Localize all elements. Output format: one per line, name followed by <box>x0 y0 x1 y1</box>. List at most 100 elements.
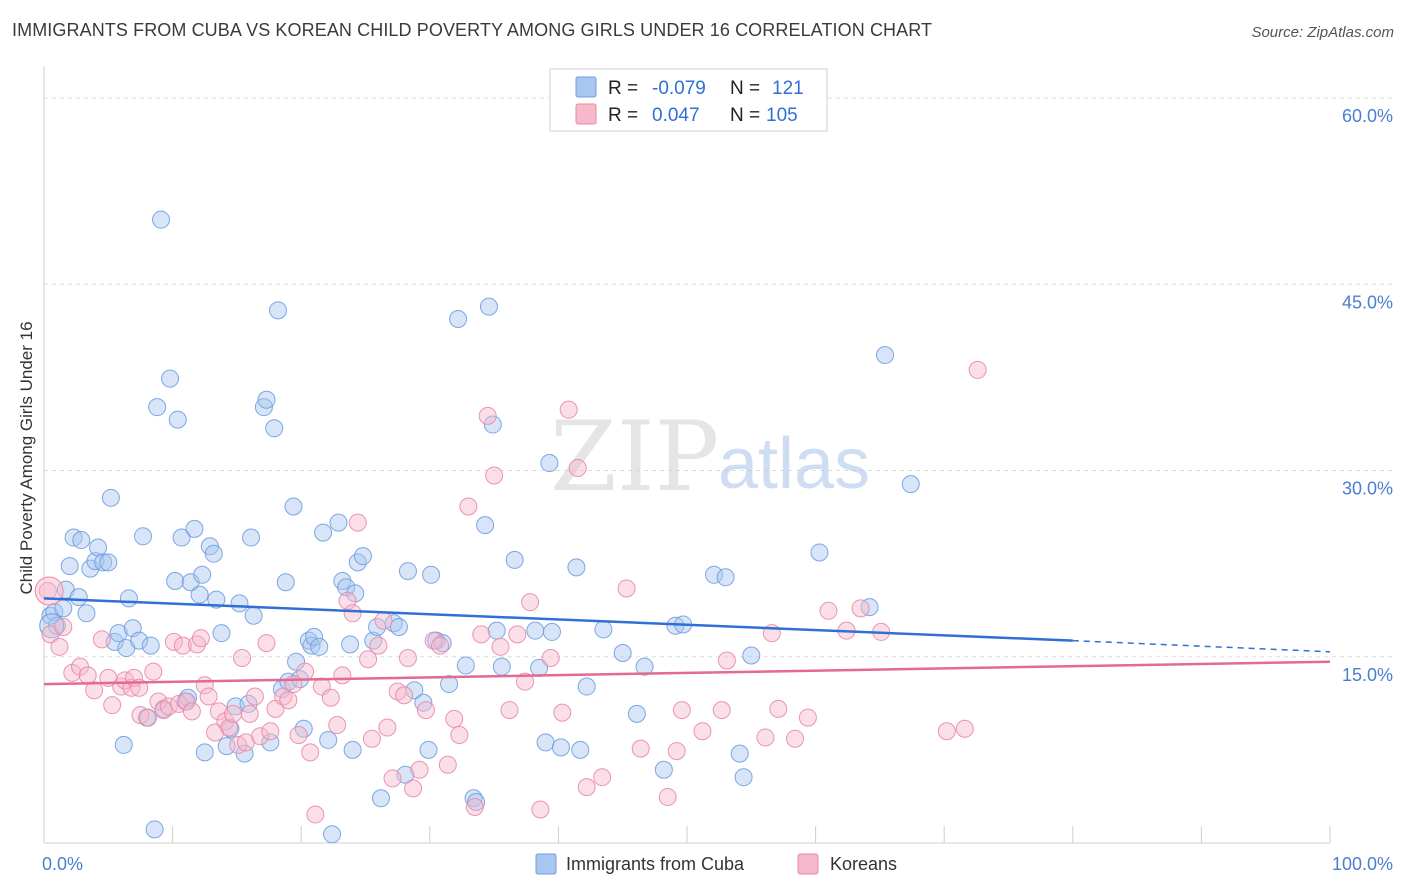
point-koreans-73 <box>438 755 457 774</box>
point-koreans-25 <box>177 692 196 711</box>
point-koreans-82 <box>500 701 519 720</box>
point-cuba-98 <box>476 516 495 535</box>
point-cuba-115 <box>627 704 646 723</box>
point-koreans-26 <box>182 702 201 721</box>
point-cuba-122 <box>730 744 749 763</box>
point-cuba-31 <box>166 572 185 591</box>
point-cuba-25 <box>141 636 160 655</box>
point-koreans-81 <box>491 637 510 656</box>
point-cuba-38 <box>190 585 209 604</box>
point-koreans-79 <box>478 406 497 425</box>
point-koreans-89 <box>559 400 578 419</box>
point-koreans-30 <box>199 687 218 706</box>
point-koreans-77 <box>465 797 484 816</box>
point-koreans-96 <box>667 742 686 761</box>
point-cuba-27 <box>148 398 167 417</box>
legend-top: R = -0.079 N = 121 R = 0.047 N = 105 <box>549 68 828 132</box>
point-cuba-7 <box>69 588 88 607</box>
point-koreans-3 <box>54 617 73 636</box>
y-tick-labels: 15.0% 30.0% 45.0% 60.0% <box>1342 106 1393 685</box>
point-cuba-109 <box>551 738 570 757</box>
point-cuba-128 <box>901 475 920 494</box>
y-axis-label: Child Poverty Among Girls Under 16 <box>17 321 36 594</box>
point-cuba-37 <box>185 519 204 538</box>
point-cuba-68 <box>310 637 329 656</box>
point-cuba-40 <box>195 743 214 762</box>
point-cuba-22 <box>130 631 149 650</box>
point-cuba-67 <box>305 627 324 646</box>
point-cuba-112 <box>577 677 596 696</box>
point-cuba-113 <box>594 620 613 639</box>
watermark: ZIP atlas <box>550 401 870 513</box>
legend-n-value-cuba: 121 <box>772 78 804 99</box>
point-cuba-74 <box>337 578 356 597</box>
point-koreans-103 <box>769 699 788 718</box>
point-cuba-76 <box>343 740 362 759</box>
point-koreans-105 <box>798 708 817 727</box>
point-cuba-51 <box>242 528 261 547</box>
point-cuba-53 <box>254 398 273 417</box>
point-koreans-101 <box>756 728 775 747</box>
point-cuba-52 <box>244 606 263 625</box>
point-cuba-45 <box>217 737 236 756</box>
point-cuba-116 <box>635 657 654 676</box>
point-koreans-42 <box>257 634 276 653</box>
gridlines <box>44 97 1392 658</box>
point-koreans-99 <box>712 701 731 720</box>
point-koreans-41 <box>251 727 270 746</box>
point-koreans-8 <box>92 630 111 649</box>
point-cuba-17 <box>109 624 128 643</box>
point-koreans-2 <box>50 637 69 656</box>
legend-bottom: Immigrants from Cuba Koreans <box>535 853 897 875</box>
point-koreans-93 <box>617 579 636 598</box>
axes <box>43 66 1331 844</box>
point-koreans-84 <box>515 672 534 691</box>
point-cuba-70 <box>319 730 338 749</box>
point-koreans-large <box>34 576 64 606</box>
legend-r-value-cuba: -0.079 <box>652 78 706 99</box>
point-koreans-24 <box>173 636 192 655</box>
point-koreans-104 <box>786 729 805 748</box>
point-koreans-90 <box>568 459 587 478</box>
point-koreans-21 <box>159 697 178 716</box>
point-cuba-8 <box>72 531 91 550</box>
series-koreans-points <box>34 360 987 824</box>
point-cuba-108 <box>542 622 561 641</box>
point-cuba-79 <box>353 547 372 566</box>
point-koreans-37 <box>233 648 252 667</box>
point-cuba-80 <box>364 631 383 650</box>
point-cuba-43 <box>207 590 226 609</box>
point-koreans-76 <box>459 497 478 516</box>
point-koreans-58 <box>348 513 367 532</box>
point-cuba-62 <box>287 652 306 671</box>
legend-r-label-koreans: R = <box>608 105 638 126</box>
point-koreans-67 <box>398 648 417 667</box>
legend-swatch-cuba <box>575 76 597 98</box>
point-koreans-57 <box>343 604 362 623</box>
point-koreans-85 <box>521 593 540 612</box>
point-cuba-86 <box>398 562 417 581</box>
point-cuba-126 <box>860 598 879 617</box>
point-koreans-53 <box>321 688 340 707</box>
point-koreans-92 <box>593 768 612 787</box>
point-cuba-54 <box>257 390 276 409</box>
point-cuba-28 <box>152 210 171 229</box>
point-koreans-28 <box>191 629 210 648</box>
point-koreans-88 <box>553 703 572 722</box>
legend-n-value-koreans: 105 <box>766 105 798 126</box>
point-cuba-111 <box>571 740 590 759</box>
point-koreans-54 <box>328 716 347 735</box>
point-cuba-102 <box>492 657 511 676</box>
point-koreans-112 <box>968 360 987 379</box>
point-cuba-84 <box>389 617 408 636</box>
point-cuba-101 <box>487 621 506 640</box>
point-cuba-50 <box>239 694 258 713</box>
point-koreans-18 <box>144 662 163 681</box>
point-cuba-32 <box>168 410 187 429</box>
point-koreans-43 <box>261 722 280 741</box>
point-koreans-68 <box>404 779 423 798</box>
point-cuba-18 <box>114 735 133 754</box>
point-cuba-61 <box>284 497 303 516</box>
point-koreans-46 <box>279 691 298 710</box>
point-koreans-61 <box>369 636 388 655</box>
